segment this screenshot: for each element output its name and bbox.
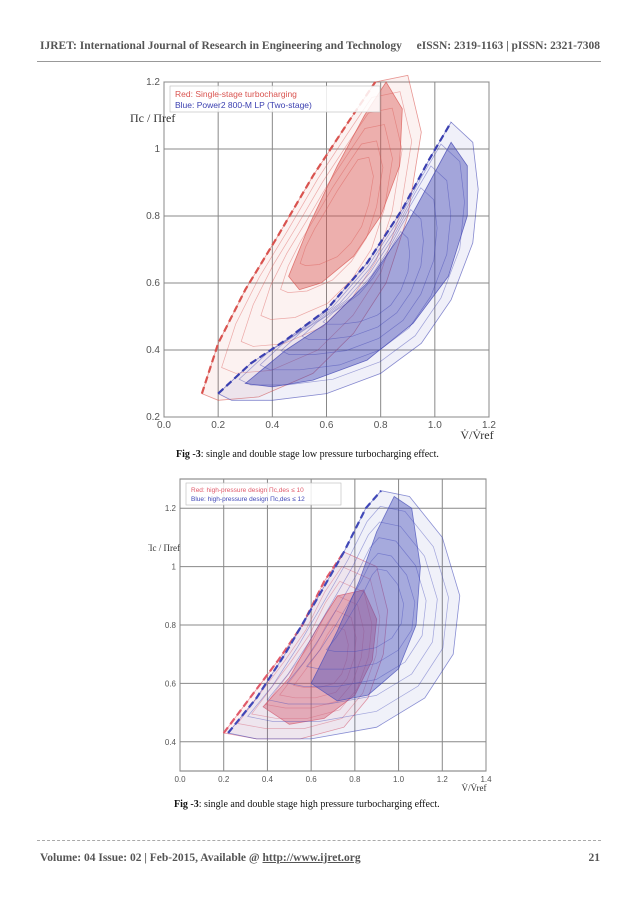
figure-caption-1: Fig -3: single and double stage low pres…: [176, 449, 439, 460]
header-divider: [37, 61, 601, 62]
efficiency-contour: [221, 91, 413, 374]
x-tick-label: 1.2: [482, 420, 496, 431]
journal-link[interactable]: http://www.ijret.org: [262, 852, 361, 864]
journal-name: IJRET: International Journal of Research…: [40, 40, 402, 52]
surge-line: [222, 551, 345, 734]
caption-text: : single and double stage low pressure t…: [200, 449, 439, 460]
page-number: 21: [588, 852, 601, 864]
efficiency-contour: [293, 624, 349, 688]
footer-volume: Volume: 04 Issue: 02 | Feb-2015, Availab…: [40, 852, 361, 864]
volume-text: Volume: 04 Issue: 02 | Feb-2015, Availab…: [40, 852, 263, 864]
series-blue: [217, 121, 479, 401]
efficiency-contour: [299, 156, 374, 266]
y-tick-label: 0.4: [165, 738, 177, 747]
x-tick-label: 0.0: [157, 420, 171, 431]
y-tick-label: 0.4: [146, 345, 160, 356]
chart-svg-1: 0.0 0.2 0.4 0.6 0.8 1.0 1.20.20.40.60.811.2Πc …: [130, 74, 496, 442]
y-axis-label: Πc / Πref: [130, 111, 175, 125]
caption-label: Fig -3: [176, 449, 201, 460]
x-tick-label: 0.8: [349, 775, 361, 784]
x-tick-label: 1.0: [428, 420, 442, 431]
y-tick-label: 1: [172, 563, 177, 572]
caption-label: Fig -3: [174, 799, 199, 810]
y-tick-label: 0.2: [146, 412, 160, 423]
x-tick-label: 1.4: [480, 775, 492, 784]
series-red: [222, 551, 389, 740]
x-tick-label: 0.6: [320, 420, 334, 431]
figure-low-pressure-map: 0.0 0.2 0.4 0.6 0.8 1.0 1.2 0.2 0.4 0.6 0.8 1 1.2 Πc …: [124, 74, 504, 446]
legend-entry: Blue: high-pressure design Πc,des ≤ 12: [191, 496, 305, 503]
efficiency-island: [288, 81, 403, 291]
y-tick-label: 1.2: [146, 77, 160, 88]
efficiency-contour: [280, 187, 438, 355]
page-header: IJRET: International Journal of Research…: [0, 0, 638, 62]
x-tick-label: 1.2: [437, 775, 449, 784]
caption-text: : single and double stage high pressure …: [198, 799, 440, 810]
efficiency-contour: [322, 230, 411, 325]
efficiency-contour: [286, 537, 427, 687]
y-tick-label: 1.2: [165, 504, 177, 513]
x-axis-label: V̇/V̇ref: [462, 783, 487, 793]
chart-svg-2: 0.0 0.2 0.4 0.6 0.8 1.0 1.2 1.4 0.4 0.6 0.8 1 1.2 Πc …: [148, 478, 492, 793]
figure-caption-2: Fig -3: single and double stage high pre…: [174, 799, 440, 810]
x-axis-label: V̇/V̇ref: [460, 428, 493, 442]
map-outline: [217, 121, 479, 401]
legend-entry: Blue: Power2 800-M LP (Two-stage): [175, 100, 312, 110]
y-tick-label: 0.6: [165, 679, 177, 688]
efficiency-contour: [266, 521, 438, 705]
efficiency-contour: [259, 165, 452, 371]
x-tick-label: 0.6: [306, 775, 318, 784]
legend-entry: Red: Single-stage turbocharging: [175, 89, 297, 99]
figure-high-pressure-map: 0.0 0.2 0.4 0.6 0.8 1.0 1.2 1.4 0.4 0.6 0.8 1 1.2 Πc …: [148, 475, 493, 800]
surge-line: [227, 489, 382, 734]
y-axis-label: Πc / Πref: [148, 543, 180, 553]
efficiency-contour: [279, 610, 357, 699]
map-outline: [222, 551, 389, 740]
x-tick-label: 1.0: [393, 775, 405, 784]
efficiency-contour: [238, 143, 465, 386]
x-tick-label: 0.2: [218, 775, 230, 784]
x-tick-label: 0.4: [262, 775, 274, 784]
legend: Red: high-pressure design Πc,des ≤ 10 Blu…: [185, 482, 342, 506]
efficiency-contour: [260, 124, 393, 320]
efficiency-island: [310, 495, 421, 702]
efficiency-island: [262, 589, 378, 725]
efficiency-contour: [237, 566, 381, 729]
y-tick-label: 0.8: [146, 211, 160, 222]
y-tick-label: 0.8: [165, 621, 177, 630]
y-tick-label: 0.6: [146, 278, 160, 289]
legend-box: [185, 482, 342, 506]
legend-box: [169, 85, 381, 113]
efficiency-contour: [306, 552, 416, 670]
surge-line: [200, 81, 377, 394]
efficiency-contour: [247, 505, 449, 722]
series-red: [200, 74, 422, 401]
surge-line: [217, 121, 453, 395]
efficiency-contour: [240, 107, 403, 347]
efficiency-contour: [251, 580, 373, 719]
x-tick-label: 0.0: [174, 775, 186, 784]
footer-divider: [37, 840, 601, 841]
efficiency-contour: [301, 209, 424, 340]
efficiency-contour: [325, 568, 404, 652]
efficiency-contour: [280, 140, 384, 293]
x-tick-label: 0.8: [374, 420, 388, 431]
series-blue: [227, 489, 461, 740]
issn-info: eISSN: 2319-1163 | pISSN: 2321-7308: [416, 40, 600, 52]
efficiency-island: [244, 141, 468, 388]
y-tick-label: 1: [154, 144, 160, 155]
x-tick-label: 0.4: [265, 420, 279, 431]
legend-entry: Red: high-pressure design Πc,des ≤ 10: [191, 487, 304, 494]
x-tick-label: 0.2: [211, 420, 225, 431]
